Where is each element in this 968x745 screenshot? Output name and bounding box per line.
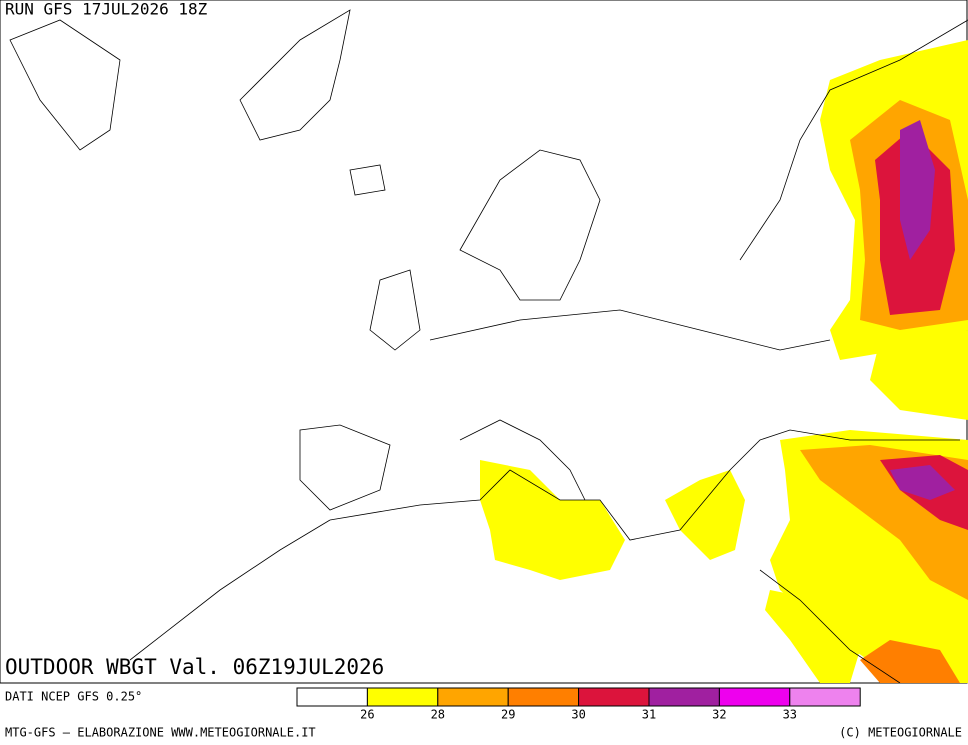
legend-swatch xyxy=(718,687,791,707)
wbgt-field xyxy=(480,40,968,683)
footer-left: MTG-GFS — ELABORAZIONE WWW.METEOGIORNALE… xyxy=(5,726,316,740)
map-title: OUTDOOR WBGT Val. 06Z19JUL2026 xyxy=(5,655,384,679)
legend-label: 30 xyxy=(571,708,585,722)
legend-swatch xyxy=(648,687,720,707)
legend-swatch xyxy=(507,687,580,707)
map: RUN GFS 17JUL2026 18Z OUTDOOR WBGT Val. … xyxy=(0,0,968,684)
run-label: RUN GFS 17JUL2026 18Z xyxy=(5,0,208,19)
legend: 26 28 29 30 31 32 33 xyxy=(296,687,861,722)
source-label: DATI NCEP GFS 0.25° xyxy=(5,690,142,704)
legend-label: 33 xyxy=(783,708,797,722)
coastlines xyxy=(9,9,968,684)
legend-swatch xyxy=(437,687,509,707)
legend-label: 31 xyxy=(642,708,656,722)
legend-swatch xyxy=(296,687,368,707)
footer-right: (C) METEOGIORNALE xyxy=(839,726,962,740)
legend-swatch xyxy=(789,687,861,707)
legend-label: 26 xyxy=(360,708,374,722)
legend-swatch xyxy=(366,687,439,707)
legend-label: 28 xyxy=(431,708,445,722)
legend-label: 29 xyxy=(501,708,515,722)
legend-swatch xyxy=(578,687,650,707)
legend-label: 32 xyxy=(712,708,726,722)
